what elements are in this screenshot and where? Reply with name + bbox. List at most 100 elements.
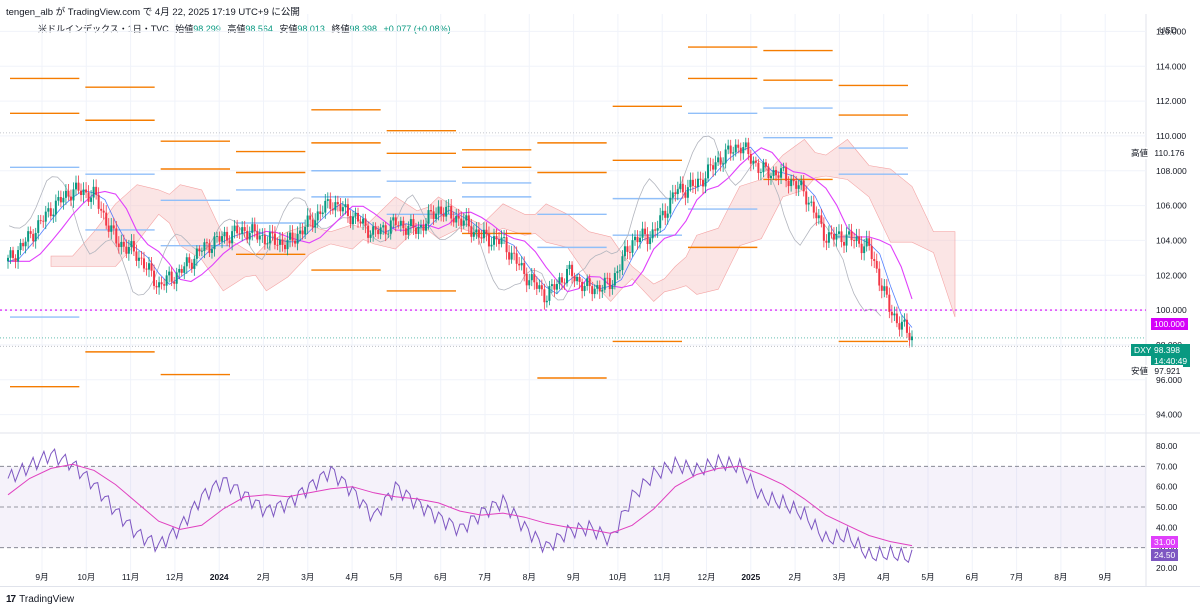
candle-body	[7, 257, 9, 262]
candle-body	[372, 226, 375, 235]
candle-body	[296, 233, 299, 244]
candle-body	[148, 263, 151, 270]
candle-body	[853, 240, 856, 242]
candle-body	[835, 233, 838, 240]
candle-body	[825, 240, 828, 243]
candle-body	[37, 220, 40, 233]
candle-body	[535, 282, 538, 289]
candle-body	[193, 258, 196, 269]
candle-body	[482, 229, 485, 239]
candle-body	[95, 186, 98, 195]
candle-body	[437, 206, 440, 214]
candle-body	[805, 191, 808, 205]
candle-body	[782, 166, 785, 169]
candle-body	[404, 228, 407, 235]
candle-body	[634, 236, 637, 241]
time-tick-label: 8月	[1054, 572, 1067, 582]
candle-body	[281, 239, 284, 245]
candle-body	[540, 285, 543, 290]
candle-body	[752, 160, 755, 164]
candle-body	[641, 228, 644, 238]
price-tick-label: 102.000	[1156, 270, 1187, 280]
candle-body	[367, 225, 370, 238]
candle-body	[430, 210, 433, 212]
candle-body	[691, 179, 694, 186]
candle-body	[739, 147, 742, 154]
candle-body	[495, 236, 498, 240]
candle-body	[649, 238, 652, 245]
candle-body	[311, 219, 314, 228]
candle-body	[631, 240, 634, 253]
candle-body	[908, 332, 911, 341]
candle-body	[487, 234, 490, 247]
candle-body	[714, 162, 717, 170]
candle-body	[44, 211, 47, 222]
candle-body	[447, 205, 450, 207]
candle-body	[533, 274, 536, 283]
candle-body	[563, 282, 566, 284]
candle-body	[628, 251, 631, 253]
symbol-title[interactable]: 米ドルインデックス・1日・TVC	[38, 24, 169, 34]
candle-body	[97, 194, 100, 209]
candle-body	[125, 246, 128, 254]
time-tick-label: 4月	[877, 572, 890, 582]
candle-body	[32, 233, 35, 242]
price-tick-label: 100.000	[1156, 305, 1187, 315]
candle-body	[314, 220, 317, 228]
price-tick-label: 116.000	[1156, 26, 1186, 36]
candle-body	[734, 144, 737, 153]
candle-body	[621, 256, 624, 271]
time-tick-label: 10月	[609, 572, 627, 582]
candle-body	[812, 201, 815, 213]
publisher-header: tengen_alb が TradingView.com で 4月 22, 20…	[6, 7, 300, 18]
candle-body	[266, 243, 269, 245]
candle-body	[185, 257, 188, 267]
candle-body	[203, 242, 206, 251]
candle-body	[681, 183, 684, 193]
candle-body	[150, 263, 153, 271]
candle-body	[596, 285, 599, 289]
candle-body	[59, 197, 62, 203]
candle-body	[795, 181, 798, 189]
time-tick-label: 11月	[122, 572, 139, 582]
candle-body	[286, 239, 289, 250]
candle-body	[374, 226, 377, 230]
candle-body	[523, 262, 526, 274]
candle-body	[538, 285, 541, 289]
chart-canvas[interactable]: 94.00096.00098.000100.000102.000104.0001…	[0, 0, 1200, 586]
candle-body	[492, 236, 495, 245]
candle-body	[62, 197, 65, 203]
candle-body	[807, 202, 810, 205]
candle-body	[301, 230, 304, 235]
currency-label[interactable]: USD	[1159, 25, 1177, 35]
candle-body	[699, 178, 702, 180]
candle-body	[377, 229, 380, 235]
candle-body	[19, 242, 22, 251]
candle-body	[500, 237, 503, 245]
tradingview-brand[interactable]: 17 TradingView	[6, 594, 74, 605]
candle-body	[445, 206, 448, 217]
candle-body	[64, 190, 67, 198]
price-tick-label: 94.000	[1156, 410, 1182, 420]
candle-body	[462, 220, 465, 226]
conversion-line	[7, 146, 913, 328]
candle-body	[359, 221, 362, 224]
candle-body	[636, 236, 639, 243]
candle-body	[210, 249, 213, 253]
candle-body	[764, 162, 767, 167]
rsi-tag: 31.00	[1151, 536, 1179, 548]
price-tick-label: 108.000	[1156, 166, 1187, 176]
time-tick-label: 2月	[788, 572, 801, 582]
candle-body	[158, 282, 161, 288]
candle-body	[598, 285, 601, 292]
candle-body	[606, 277, 609, 279]
candle-body	[248, 232, 251, 240]
chart-legend: 米ドルインデックス・1日・TVC 始値98.299 高値98.564 安値98.…	[38, 22, 451, 35]
candle-body	[130, 241, 133, 248]
candle-body	[810, 201, 813, 203]
candle-body	[105, 212, 108, 226]
candle-body	[236, 225, 239, 234]
candle-body	[875, 260, 878, 269]
candle-body	[863, 246, 866, 254]
candle-body	[283, 244, 286, 250]
